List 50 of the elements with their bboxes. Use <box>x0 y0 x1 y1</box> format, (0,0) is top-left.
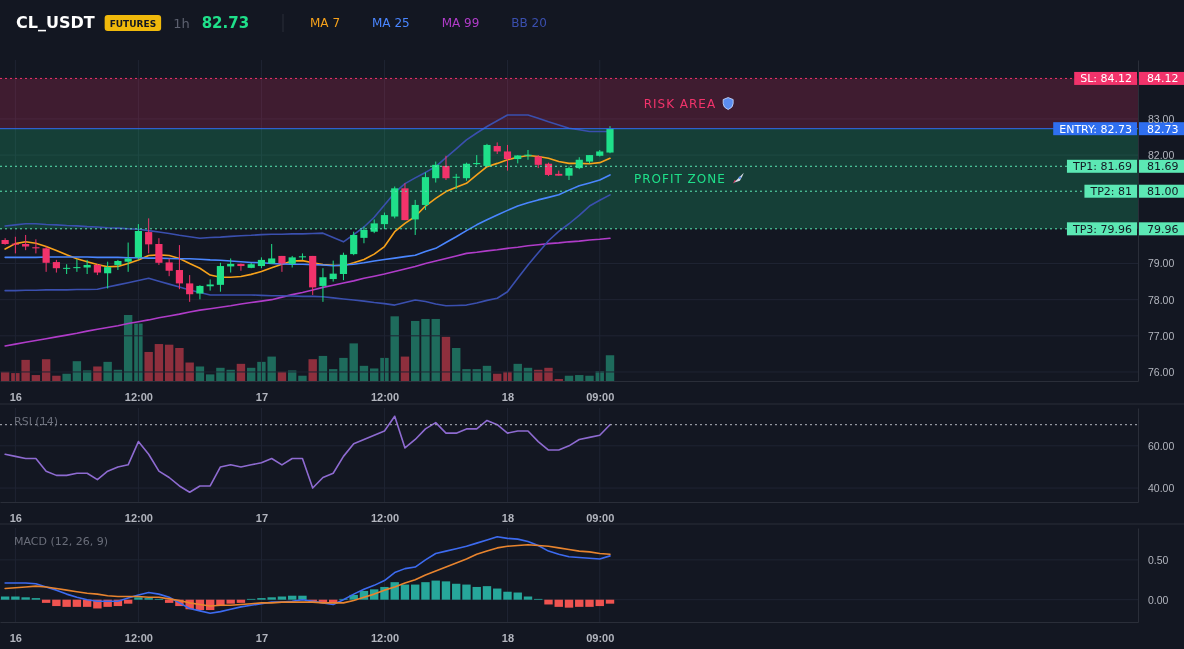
y-tick-label: 78.00 <box>1148 293 1175 306</box>
x-tick-label: 09:00 <box>586 511 615 524</box>
x-tick-label: 17 <box>255 631 269 644</box>
ref-line-label: SL: 84.12 <box>1080 72 1132 86</box>
text: BB 20 <box>511 16 547 30</box>
ref-line-label: ENTRY: 82.73 <box>1059 122 1132 136</box>
y-tick-label: 60.00 <box>1148 439 1175 452</box>
x-tick-label: 18 <box>501 631 515 644</box>
x-tick-label: 16 <box>9 390 22 403</box>
chart-title: CL_USDT <box>16 13 95 32</box>
text: 82.73 <box>201 14 250 32</box>
ref-line-label: TP3: 79.96 <box>1071 222 1132 236</box>
x-tick-label: 16 <box>9 631 22 644</box>
annotation: RSI (14) <box>14 415 58 428</box>
x-tick-label: 18 <box>501 511 515 524</box>
y-tick-label: 0.00 <box>1148 593 1169 606</box>
x-tick-label: 17 <box>255 390 269 403</box>
y-tick-label: 77.00 <box>1148 329 1175 342</box>
x-tick-label: 09:00 <box>586 631 615 644</box>
y-tick-label: 79.00 <box>1148 257 1175 270</box>
y-tick-label: 40.00 <box>1148 481 1175 494</box>
x-tick-label: 17 <box>255 511 269 524</box>
band-label: PROFIT ZONE <box>633 171 726 186</box>
y-tick-label: 83.00 <box>1148 112 1175 125</box>
y-tick-label: 82.00 <box>1148 148 1175 161</box>
text: 82.73 <box>1147 122 1179 136</box>
x-tick-label: 12:00 <box>370 511 400 524</box>
y-tick-label: 0.50 <box>1148 553 1169 566</box>
text: 81.69 <box>1147 160 1179 174</box>
x-tick-label: 16 <box>9 511 22 524</box>
x-tick-label: 18 <box>501 390 515 403</box>
text: 79.96 <box>1147 222 1179 236</box>
annotation: MACD (12, 26, 9) <box>14 535 109 548</box>
x-tick-label: 09:00 <box>586 390 615 403</box>
x-tick-label: 12:00 <box>370 390 400 403</box>
text: 81.00 <box>1147 185 1179 199</box>
text: 1h <box>173 16 190 31</box>
ref-line-label: TP1: 81.69 <box>1071 160 1132 174</box>
x-tick-label: 12:00 <box>124 390 153 403</box>
text: MA 25 <box>372 16 410 30</box>
text: 84.12 <box>1147 72 1179 86</box>
x-tick-label: 12:00 <box>124 511 153 524</box>
band-label: RISK AREA <box>643 96 717 111</box>
text: FUTURES <box>109 19 157 29</box>
x-tick-label: 12:00 <box>370 631 400 644</box>
text: MA 7 <box>310 16 341 30</box>
text: MA 99 <box>441 16 480 30</box>
ref-line-label: TP2: 81 <box>1089 185 1132 199</box>
x-tick-label: 12:00 <box>124 631 153 644</box>
y-tick-label: 76.00 <box>1148 365 1175 378</box>
